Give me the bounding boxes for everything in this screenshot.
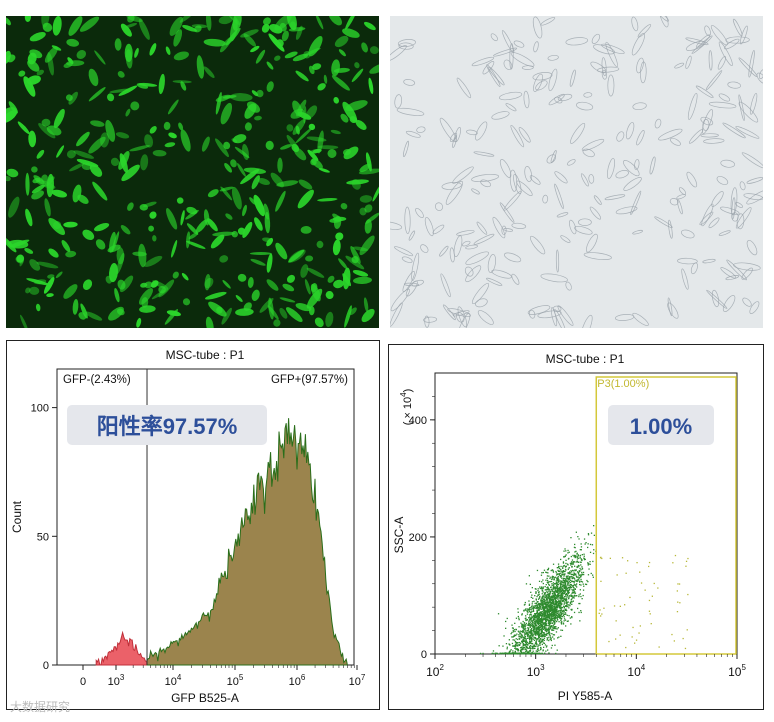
brightfield-micrograph bbox=[390, 16, 763, 328]
gfp-histogram: MSC-tube : P1 GFP-(2.43%) GFP+(97.57%) 阳… bbox=[10, 348, 366, 705]
histogram-ylabel: Count bbox=[10, 500, 24, 533]
x-tick-label: 103 bbox=[527, 663, 545, 679]
x-tick-label: 105 bbox=[728, 663, 746, 679]
positive-rate-label: 阳性率97.57% bbox=[97, 414, 238, 439]
percent-box bbox=[608, 405, 714, 445]
y-tick-label: 0 bbox=[421, 649, 427, 661]
y-exponent-sup: 4 bbox=[399, 392, 408, 397]
x-tick-label: 104 bbox=[165, 673, 182, 688]
y-tick-label: 100 bbox=[31, 403, 49, 415]
cell-population bbox=[479, 525, 597, 655]
x-tick-label: 102 bbox=[426, 663, 444, 679]
x-tick-label: 103 bbox=[108, 673, 125, 688]
brightfield-background bbox=[390, 16, 763, 328]
fluor-background bbox=[6, 16, 379, 328]
fluorescence-micrograph bbox=[6, 16, 379, 328]
percent-label: 1.00% bbox=[630, 414, 692, 439]
brightfield-image bbox=[390, 16, 763, 328]
scatter-title: MSC-tube : P1 bbox=[546, 352, 625, 366]
y-exponent-label: ( × 104) bbox=[399, 389, 414, 426]
y-tick-label: 200 bbox=[409, 532, 427, 544]
watermark: 大数据研究 bbox=[10, 700, 71, 714]
x-tick-label: 105 bbox=[227, 673, 244, 688]
fluorescence-image bbox=[6, 16, 379, 328]
y-tick-label: 0 bbox=[43, 660, 49, 672]
positive-rate-box bbox=[67, 405, 267, 445]
p3-gate-label: P3(1.00%) bbox=[597, 378, 649, 390]
y-tick-label: 400 bbox=[409, 415, 427, 427]
pi-scatter: MSC-tube : P1 P3(1.00%) 1.00% 0 200 400 10… bbox=[392, 352, 746, 703]
gfp-negative-area bbox=[95, 630, 148, 666]
x-tick-label: 106 bbox=[289, 673, 306, 688]
gfp-positive-area bbox=[146, 418, 348, 666]
x-tick-label: 104 bbox=[627, 663, 645, 679]
y-tick-label: 50 bbox=[37, 531, 49, 543]
scatter-ylabel: SSC-A bbox=[392, 517, 406, 554]
unstained-cells bbox=[390, 16, 763, 328]
x-tick-label: 0 bbox=[80, 676, 86, 688]
scatter-xlabel: PI Y585-A bbox=[558, 689, 612, 703]
p3-gate bbox=[595, 376, 737, 655]
gfp-histogram-panel: MSC-tube : P1 GFP-(2.43%) GFP+(97.57%) 阳… bbox=[6, 340, 380, 710]
x-tick-label: 107 bbox=[349, 673, 366, 688]
y-exponent-text: ( × 10 bbox=[402, 397, 414, 425]
histogram-xlabel: GFP B525-A bbox=[171, 691, 239, 705]
gfp-cells bbox=[6, 16, 379, 328]
svg-text:( × 104): ( × 104) bbox=[399, 389, 414, 426]
pi-scatter-panel: MSC-tube : P1 P3(1.00%) 1.00% 0 200 400 10… bbox=[388, 344, 764, 710]
gated-events bbox=[598, 554, 689, 650]
gate-negative-label: GFP-(2.43%) bbox=[63, 374, 131, 386]
y-exponent-close: ) bbox=[402, 389, 414, 393]
histogram-title: MSC-tube : P1 bbox=[166, 348, 245, 362]
gate-positive-label: GFP+(97.57%) bbox=[271, 374, 348, 386]
